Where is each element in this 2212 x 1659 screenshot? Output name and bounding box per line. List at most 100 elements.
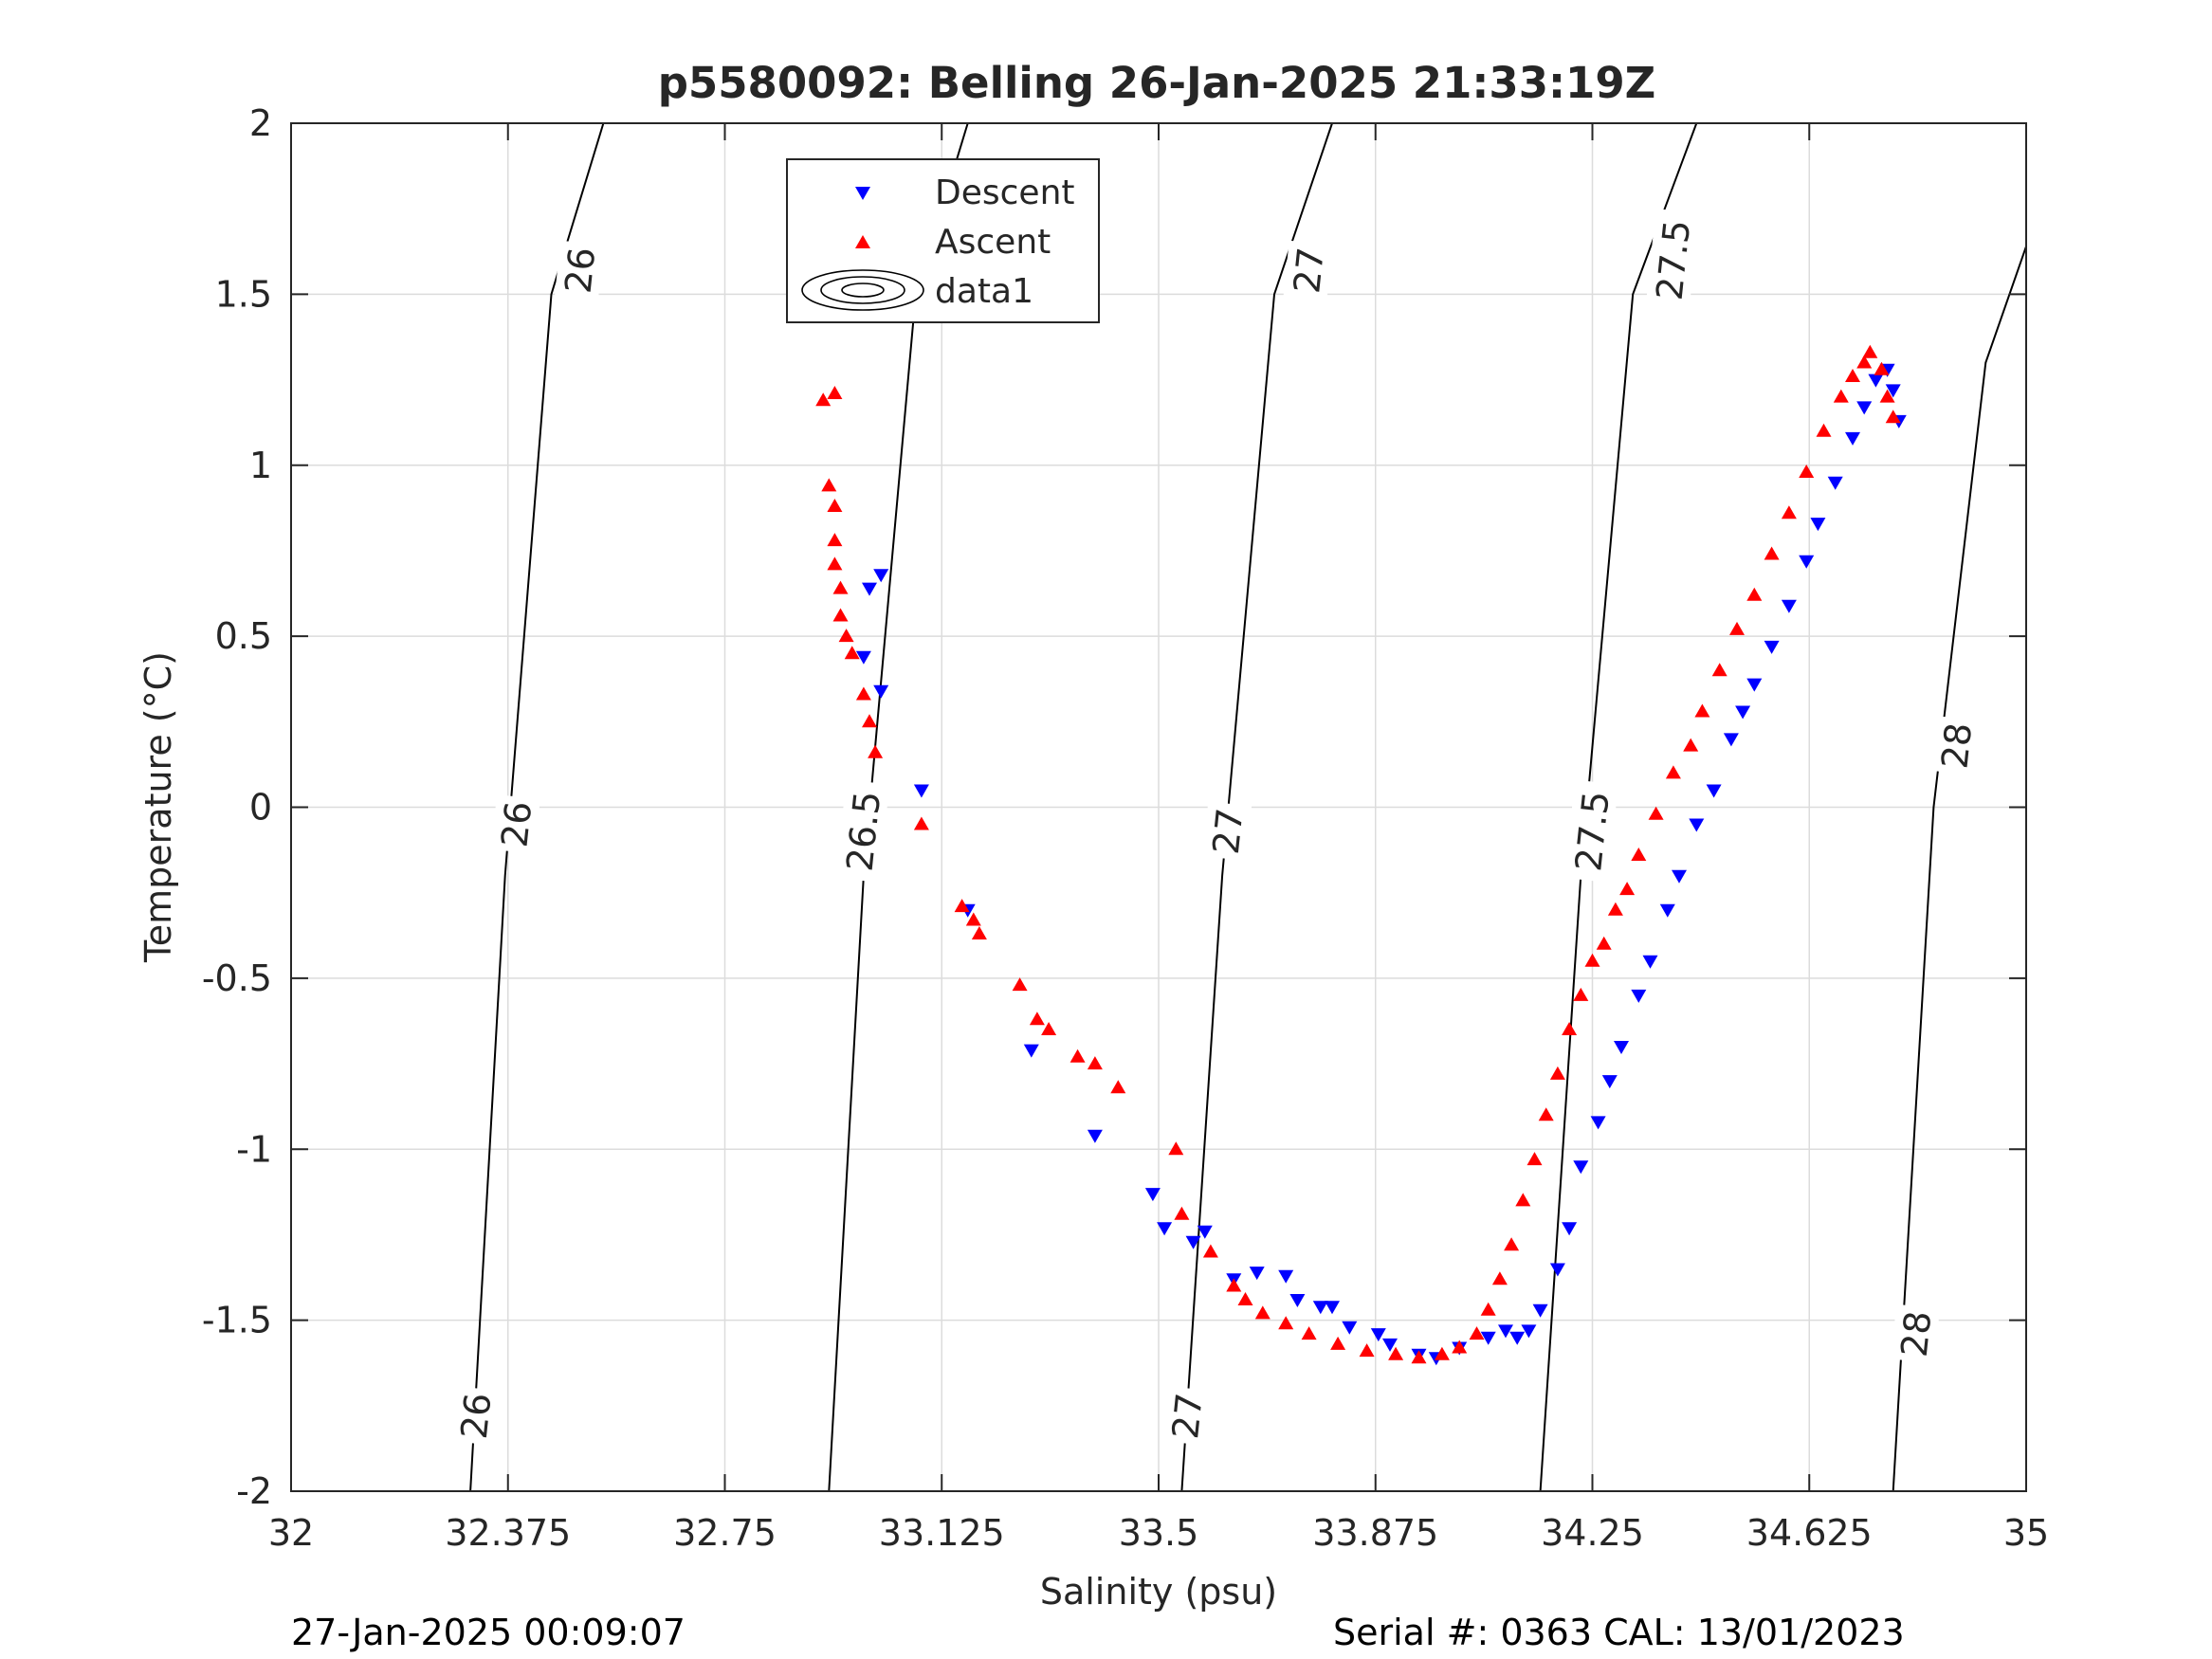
descent-point <box>1764 640 1780 654</box>
y-axis-ticks: 2 1.5 1 0.5 0 -0.5 -1 -1.5 -2 <box>202 102 2026 1512</box>
legend-contour-label: data1 <box>935 272 1033 311</box>
contour-label-bg <box>555 240 604 301</box>
descent-point <box>1706 784 1722 798</box>
ascent-point <box>1434 1346 1450 1360</box>
density-contour-27 <box>1180 122 1333 1492</box>
contour-label-bg <box>1161 1386 1212 1446</box>
descent-point <box>1614 1041 1629 1054</box>
ascent-point <box>1491 1271 1508 1285</box>
descent-point <box>1689 818 1705 832</box>
ascent-point <box>1168 1141 1184 1156</box>
ascent-point <box>1562 1022 1578 1035</box>
ascent-point <box>1648 806 1664 820</box>
ascent-point <box>1301 1326 1317 1340</box>
ascent-point <box>1596 936 1612 950</box>
descent-point <box>1781 599 1797 613</box>
descent-point <box>1562 1222 1578 1236</box>
ascent-point <box>1254 1305 1271 1320</box>
contour-label-bg <box>450 1386 501 1446</box>
ascent-point <box>821 478 837 492</box>
ascent-point <box>832 608 849 622</box>
contour-label-bg <box>1283 240 1333 301</box>
contour-label-text: 27 <box>1286 246 1332 296</box>
descent-point <box>1631 989 1647 1003</box>
descent-point <box>1672 869 1687 884</box>
ascent-point <box>827 533 843 547</box>
ascent-point <box>1469 1326 1485 1340</box>
contour-label-text: 27.5 <box>1649 218 1699 302</box>
descent-point <box>1325 1301 1340 1315</box>
descent-point <box>1845 431 1860 446</box>
ascent-point <box>1526 1152 1543 1166</box>
descent-point <box>862 582 877 596</box>
y-tick-label: -1 <box>236 1128 272 1170</box>
footer-timestamp: 27-Jan-2025 00:09:07 <box>291 1612 686 1653</box>
legend-ascent-marker <box>855 235 870 248</box>
ascent-point <box>1845 369 1860 382</box>
ascent-point <box>1538 1107 1554 1121</box>
ascent-point <box>827 386 843 399</box>
descent-point <box>1532 1304 1548 1318</box>
ascent-point <box>1087 1056 1103 1070</box>
ascent-point <box>1069 1048 1086 1063</box>
contour-label-text: 28 <box>1893 1309 1940 1359</box>
descent-point <box>1590 1116 1606 1130</box>
ascent-point <box>1781 505 1797 520</box>
descent-point <box>1521 1324 1537 1339</box>
ascent-point <box>827 499 843 512</box>
contour-label: 27.5 <box>1564 779 1618 883</box>
legend: Descent Ascent data1 <box>786 158 1100 323</box>
legend-descent-label: Descent <box>935 173 1075 212</box>
x-tick-label: 33.875 <box>1312 1512 1438 1554</box>
contour-label: 26 <box>450 1386 501 1446</box>
y-tick-label: 0 <box>249 787 272 829</box>
contour-label-bg <box>1564 779 1618 883</box>
descent-point <box>1480 1331 1496 1345</box>
chart-title: p5580092: Belling 26-Jan-2025 21:33:19Z <box>658 58 1656 108</box>
x-tick-label: 33.5 <box>1119 1512 1199 1554</box>
legend-descent-marker <box>855 187 870 200</box>
density-contour-28 <box>1892 246 2027 1492</box>
ascent-point <box>1694 703 1710 718</box>
descent-point <box>1549 1263 1565 1277</box>
ascent-point <box>1885 410 1901 424</box>
ascent-point <box>1683 738 1699 752</box>
ascent-point <box>1226 1278 1242 1292</box>
y-tick-label: -2 <box>236 1470 272 1512</box>
ascent-point <box>1631 848 1647 861</box>
ascent-point <box>1549 1066 1565 1080</box>
density-contour-26 <box>469 122 605 1492</box>
ascent-point <box>1388 1346 1404 1360</box>
descent-point <box>1278 1269 1294 1284</box>
ascent-point <box>1874 361 1890 375</box>
contour-label: 27.5 <box>1645 209 1700 312</box>
contour-label-text: 27 <box>1205 806 1252 856</box>
ascent-point <box>838 629 854 643</box>
ascent-point <box>1665 765 1681 779</box>
ascent-point <box>954 899 970 913</box>
descent-point <box>1249 1267 1265 1281</box>
ascent-point <box>1573 987 1589 1001</box>
density-contours <box>469 122 2027 1492</box>
ascent-point <box>1746 587 1763 601</box>
contour-label: 28 <box>1930 716 1981 775</box>
footer-serial: Serial #: 0363 CAL: 13/01/2023 <box>1333 1612 1905 1653</box>
descent-point <box>1087 1129 1103 1143</box>
contour-label-bg <box>835 779 890 883</box>
descent-point <box>1289 1294 1306 1307</box>
ascent-point <box>1799 465 1815 478</box>
density-contour-27-5 <box>1539 122 1698 1492</box>
ascent-point <box>832 580 849 594</box>
descent-point <box>1642 955 1658 969</box>
descent-point <box>1885 384 1901 398</box>
ascent-point <box>1515 1193 1531 1207</box>
contour-label-text: 27 <box>1164 1391 1211 1441</box>
ascent-point <box>1359 1343 1375 1358</box>
legend-contour-marker <box>801 269 924 311</box>
contour-label: 27 <box>1161 1386 1212 1446</box>
descent-point <box>1509 1331 1526 1345</box>
descent-point <box>1810 518 1826 532</box>
ascent-point <box>1711 663 1728 677</box>
descent-point <box>1827 476 1843 490</box>
legend-ascent-label: Ascent <box>935 223 1051 262</box>
